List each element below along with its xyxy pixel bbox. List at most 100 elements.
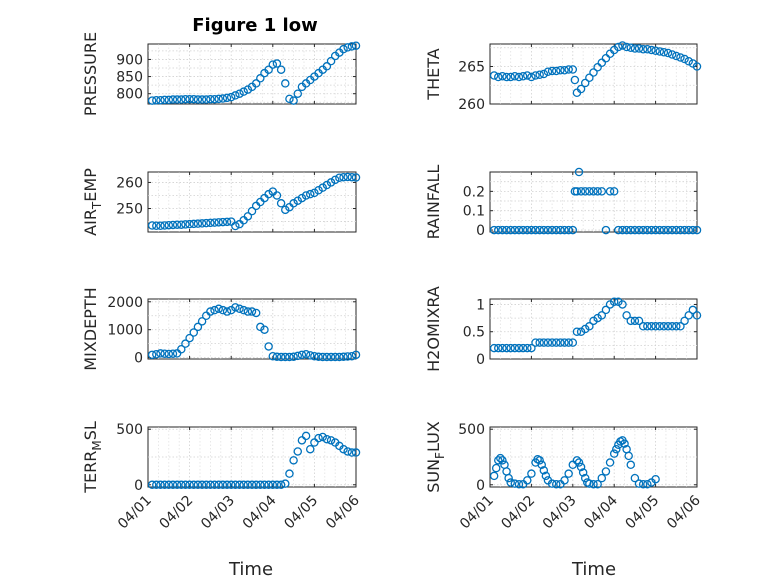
data-point	[543, 225, 553, 235]
data-point	[518, 72, 528, 81]
data-point	[293, 89, 303, 98]
data-point	[343, 172, 352, 182]
y-axis-label-main: THETA	[424, 48, 443, 100]
data-point	[630, 473, 640, 483]
data-point	[556, 338, 565, 347]
data-point	[634, 225, 644, 235]
data-point	[272, 352, 282, 362]
data-point	[630, 44, 640, 53]
data-point	[572, 187, 582, 196]
subplot-6: 0 0.5 1 H2OMIXRA	[424, 286, 702, 372]
data-point	[168, 220, 178, 230]
data-point	[285, 352, 294, 362]
data-point	[589, 187, 598, 196]
data-point	[297, 350, 307, 360]
data-point	[574, 167, 584, 177]
data-point	[539, 338, 549, 347]
data-point	[210, 480, 219, 490]
data-point	[489, 343, 499, 353]
data-point	[672, 51, 681, 61]
data-point	[518, 343, 528, 353]
data-point	[523, 343, 532, 353]
data-point	[539, 69, 549, 79]
data-point	[556, 225, 565, 235]
subplot-2: 260 265 THETA	[424, 41, 702, 113]
data-point	[638, 479, 648, 489]
data-point	[543, 338, 553, 347]
data-point	[634, 316, 644, 326]
data-point	[618, 300, 627, 309]
data-point	[634, 44, 644, 53]
y-tick-label: 500	[116, 422, 143, 438]
data-point	[218, 305, 228, 315]
data-point	[197, 317, 207, 326]
data-point	[655, 225, 664, 235]
data-point	[547, 338, 557, 347]
data-point	[222, 217, 232, 227]
data-point	[609, 187, 619, 196]
data-point	[339, 444, 348, 454]
data-point	[189, 328, 199, 337]
data-point	[256, 74, 265, 83]
data-point	[189, 94, 199, 104]
data-point	[510, 72, 520, 81]
y-axis-label-subscript: T	[90, 201, 104, 210]
data-point	[160, 95, 169, 105]
data-point	[568, 338, 578, 347]
y-axis-label-main: RAINFALL	[424, 165, 443, 240]
data-point	[160, 480, 169, 490]
data-point	[193, 95, 203, 104]
data-point	[647, 45, 656, 55]
data-point	[281, 79, 290, 88]
data-point	[506, 478, 515, 487]
data-point	[197, 95, 207, 104]
x-tick-label: 04/03	[198, 493, 238, 533]
data-point	[264, 189, 273, 199]
data-point	[181, 480, 190, 490]
data-point	[272, 59, 282, 68]
data-point	[667, 225, 677, 235]
data-point	[156, 349, 165, 358]
data-point	[618, 41, 627, 50]
data-point	[285, 469, 294, 478]
data-point	[222, 307, 232, 316]
y-tick-label: 0	[476, 478, 485, 494]
data-point	[498, 343, 507, 353]
data-point	[684, 311, 693, 320]
data-point	[268, 480, 278, 490]
data-point	[531, 338, 540, 347]
data-point	[197, 480, 207, 490]
data-point	[643, 479, 652, 489]
data-point	[322, 352, 332, 362]
y-axis-label-rest: EMP	[81, 168, 100, 202]
data-point	[305, 351, 315, 360]
data-point	[576, 187, 586, 196]
y-tick-label: 0.5	[463, 325, 485, 341]
data-point	[322, 180, 332, 190]
data-point	[343, 352, 352, 361]
data-point	[343, 447, 352, 456]
data-point	[239, 87, 248, 96]
data-point	[243, 212, 253, 221]
data-point	[264, 65, 273, 74]
data-point	[206, 218, 215, 228]
data-point	[272, 191, 282, 200]
y-tick-label: 0	[134, 478, 143, 494]
data-point	[247, 307, 257, 316]
x-tick-label: 04/05	[623, 493, 663, 533]
data-point	[177, 95, 186, 104]
data-point	[235, 89, 244, 98]
data-point	[634, 479, 644, 488]
data-point	[498, 225, 507, 235]
data-point	[601, 225, 611, 235]
data-point	[622, 225, 631, 235]
data-point	[539, 225, 549, 235]
data-point	[214, 94, 223, 104]
data-point	[264, 480, 273, 490]
x-tick-label: 04/06	[664, 492, 704, 532]
data-point	[680, 225, 689, 235]
data-point	[692, 225, 702, 235]
data-point	[601, 305, 611, 315]
data-point	[541, 471, 551, 481]
data-point	[597, 311, 607, 320]
